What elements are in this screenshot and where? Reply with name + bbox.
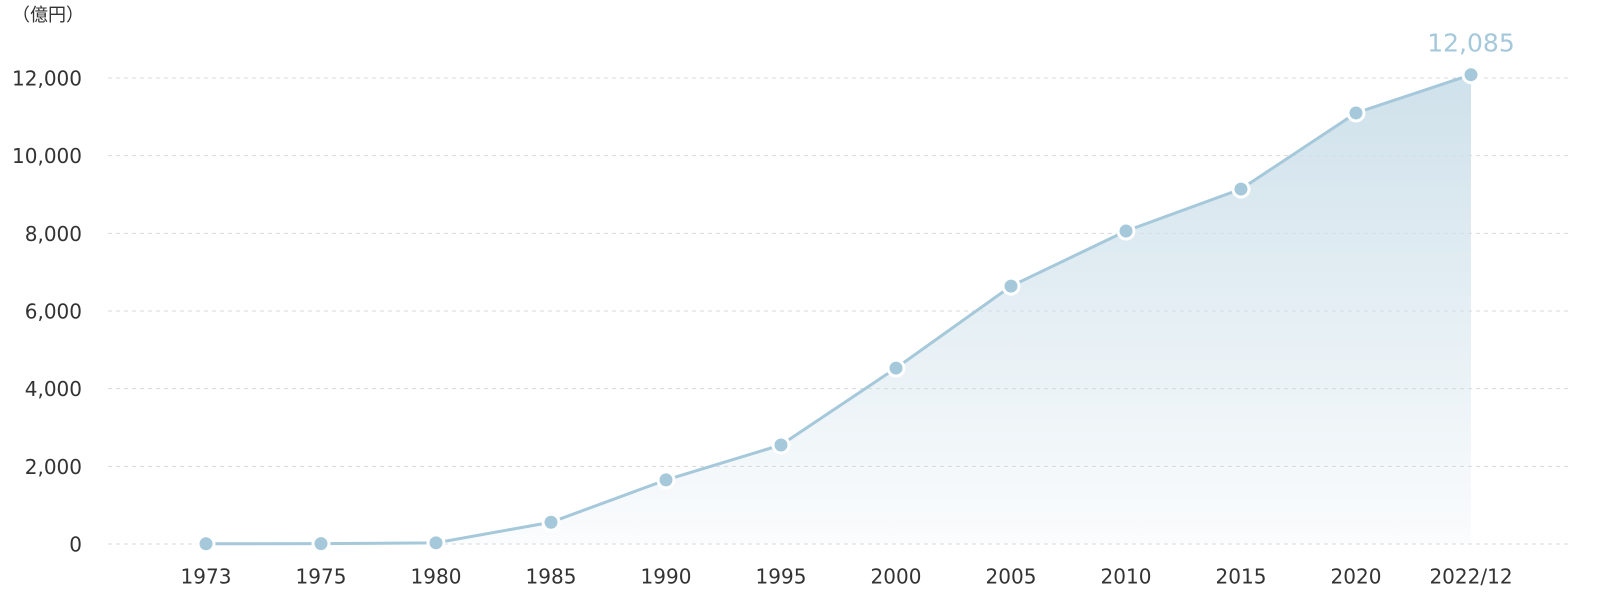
x-tick-label: 2000 [871,565,922,589]
data-point [1346,103,1366,123]
x-tick-label: 2005 [986,565,1037,589]
x-tick-label: 2010 [1101,565,1152,589]
y-axis-unit: （億円） [12,5,84,26]
value-label: 12,085 [1427,29,1514,58]
x-tick-label: 1975 [296,565,347,589]
area [206,74,1471,545]
x-tick-label: 1985 [526,565,577,589]
line [205,73,1472,546]
x-tick-label: 1973 [181,565,232,589]
y-tick-label: 2,000 [25,455,82,479]
data-point [656,470,676,490]
x-tick-label: 2022/12 [1429,565,1512,589]
y-tick-label: 4,000 [25,377,82,401]
data-point [771,435,791,455]
data-point [1001,276,1021,296]
y-tick-label: 10,000 [12,144,82,168]
data-point [541,512,561,532]
x-tick-label: 2020 [1331,565,1382,589]
x-tick-label: 1980 [411,565,462,589]
x-tick-label: 2015 [1216,565,1267,589]
data-point [196,534,216,554]
data-point [426,533,446,553]
y-tick-label: 0 [69,533,82,557]
x-tick-label: 1995 [756,565,807,589]
x-tick-label: 1990 [641,565,692,589]
data-point [886,358,906,378]
data-point [1461,65,1481,85]
y-tick-label: 6,000 [25,300,82,324]
y-tick-label: 8,000 [25,222,82,246]
data-point [1231,179,1251,199]
y-tick-label: 12,000 [12,67,82,91]
data-point [1116,221,1136,241]
data-point [311,534,331,554]
